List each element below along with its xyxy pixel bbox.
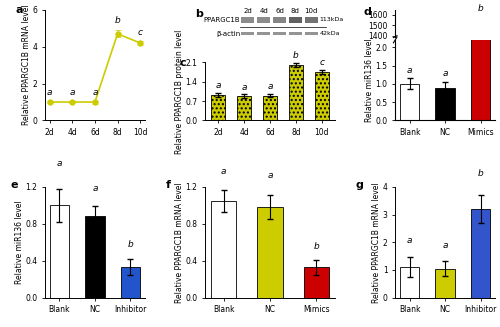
- Bar: [436, 268, 455, 298]
- Text: b: b: [195, 9, 202, 19]
- Text: 2d: 2d: [244, 8, 252, 13]
- Text: 6d: 6d: [275, 8, 284, 13]
- Y-axis label: Relative miR136 level: Relative miR136 level: [15, 200, 24, 284]
- Text: a: a: [442, 241, 448, 250]
- Bar: [273, 17, 286, 23]
- Bar: [436, 88, 455, 120]
- Text: 113kDa: 113kDa: [320, 17, 344, 22]
- Y-axis label: Relative PPARGC1B mRNA level: Relative PPARGC1B mRNA level: [22, 5, 31, 126]
- Text: d: d: [364, 7, 371, 17]
- Text: a: a: [267, 171, 273, 181]
- Bar: [305, 17, 318, 23]
- Text: a: a: [92, 88, 98, 97]
- Bar: [258, 17, 270, 23]
- Text: β-actin: β-actin: [216, 31, 240, 37]
- Bar: [263, 95, 277, 120]
- Text: 4d: 4d: [260, 8, 268, 13]
- Bar: [304, 267, 329, 298]
- Bar: [211, 95, 226, 120]
- Bar: [400, 267, 419, 298]
- Bar: [258, 207, 282, 298]
- Text: a: a: [216, 81, 221, 90]
- Text: 8d: 8d: [291, 8, 300, 13]
- Bar: [400, 84, 419, 120]
- Y-axis label: Relative miR136 level: Relative miR136 level: [365, 38, 374, 122]
- Bar: [242, 32, 254, 35]
- Text: a: a: [267, 82, 273, 91]
- Text: a: a: [70, 88, 75, 97]
- Text: b: b: [293, 51, 299, 60]
- Text: b: b: [314, 242, 319, 250]
- Text: a: a: [407, 66, 412, 75]
- Bar: [273, 32, 286, 35]
- Bar: [471, 209, 490, 298]
- Y-axis label: Relative PPARGC1B protein level: Relative PPARGC1B protein level: [175, 29, 184, 154]
- Text: c: c: [179, 58, 186, 68]
- Bar: [305, 32, 318, 35]
- Text: a: a: [407, 236, 412, 245]
- Text: a: a: [92, 184, 98, 193]
- Text: 42kDa: 42kDa: [320, 31, 340, 36]
- Text: c: c: [320, 59, 324, 67]
- Text: a: a: [242, 83, 247, 92]
- Bar: [471, 0, 490, 120]
- Bar: [120, 267, 140, 298]
- Text: b: b: [478, 4, 484, 13]
- Bar: [85, 216, 104, 298]
- Text: f: f: [166, 180, 171, 190]
- Bar: [471, 179, 490, 180]
- Bar: [258, 32, 270, 35]
- Text: b: b: [114, 16, 120, 25]
- Text: g: g: [356, 180, 363, 190]
- Bar: [211, 201, 236, 298]
- Text: c: c: [138, 28, 142, 37]
- Y-axis label: Relative PPARGC1B mRNA level: Relative PPARGC1B mRNA level: [175, 182, 184, 302]
- Bar: [289, 65, 303, 120]
- Text: a: a: [47, 88, 52, 97]
- Text: a: a: [56, 160, 62, 168]
- Bar: [289, 32, 302, 35]
- Bar: [50, 205, 69, 298]
- Text: PPARGC1B: PPARGC1B: [204, 17, 240, 23]
- Text: b: b: [478, 169, 484, 178]
- Y-axis label: Relative PPARGC1B mRNA level: Relative PPARGC1B mRNA level: [372, 182, 382, 302]
- Text: a: a: [442, 69, 448, 78]
- Text: b: b: [128, 240, 134, 249]
- Bar: [237, 96, 251, 120]
- Bar: [289, 17, 302, 23]
- Text: e: e: [10, 180, 18, 190]
- Text: a: a: [221, 167, 226, 176]
- Bar: [242, 17, 254, 23]
- Text: 10d: 10d: [304, 8, 318, 13]
- Bar: [314, 72, 329, 120]
- Text: a: a: [15, 5, 22, 15]
